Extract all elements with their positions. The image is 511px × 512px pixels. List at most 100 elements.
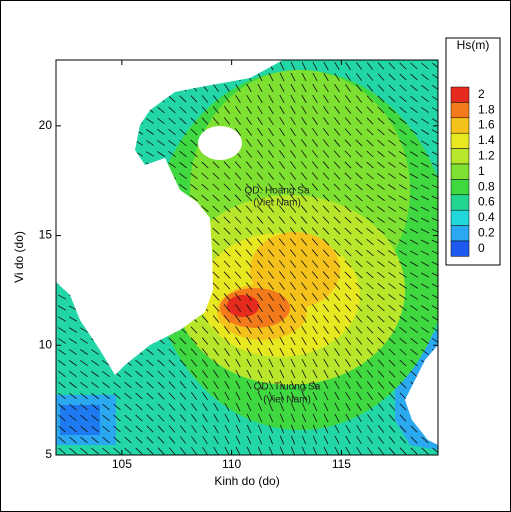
arrow: [135, 381, 143, 389]
arrow: [356, 392, 362, 400]
arrow: [323, 72, 329, 82]
arrow: [323, 424, 329, 434]
arrow: [279, 304, 285, 312]
arrow: [356, 403, 362, 411]
arrow: [224, 337, 230, 345]
arrow: [300, 260, 308, 268]
arrow: [190, 381, 198, 389]
arrow: [146, 425, 154, 433]
arrow: [91, 392, 99, 400]
arrow: [257, 304, 263, 312]
arrow: [268, 325, 274, 335]
arrow: [245, 161, 253, 169]
arrow: [421, 118, 429, 124]
arrow: [201, 172, 209, 180]
arrow: [366, 62, 374, 70]
arrow: [224, 380, 230, 390]
arrow: [234, 183, 242, 191]
arrow: [289, 161, 297, 169]
arrow: [235, 337, 241, 345]
arrow: [168, 436, 176, 444]
arrow: [245, 150, 253, 158]
arrow: [257, 72, 263, 82]
arrow: [212, 315, 220, 323]
arrow: [334, 61, 340, 71]
arrow: [366, 172, 374, 180]
arrow: [420, 129, 430, 135]
arrow: [290, 128, 296, 136]
arrow: [202, 446, 208, 455]
arrow: [432, 73, 438, 80]
arrow: [223, 183, 231, 191]
arrow: [377, 73, 385, 81]
arrow: [344, 238, 352, 246]
arrow: [246, 391, 252, 401]
arrow: [301, 315, 307, 323]
arrow: [377, 414, 385, 422]
arrow: [421, 62, 429, 70]
arrow: [91, 436, 99, 444]
arrow: [300, 172, 308, 180]
arrow: [312, 72, 318, 82]
arrow: [191, 447, 197, 455]
arrow: [344, 194, 352, 202]
arrow: [290, 314, 296, 324]
arrow: [224, 358, 230, 368]
arrow: [366, 73, 374, 81]
arrow: [168, 403, 176, 411]
arrow: [355, 216, 363, 224]
arrow: [268, 83, 274, 93]
arrow: [322, 172, 330, 180]
arrow: [377, 359, 385, 367]
arrow: [235, 446, 241, 455]
arrow: [257, 128, 263, 136]
arrow: [223, 227, 231, 235]
arrow: [367, 403, 373, 411]
arrow: [431, 305, 438, 310]
arrow: [344, 150, 352, 158]
arrow: [168, 162, 176, 168]
arrow: [420, 184, 430, 190]
arrow: [201, 337, 209, 345]
arrow: [257, 358, 263, 368]
arrow: [399, 73, 407, 81]
arrow: [344, 326, 352, 334]
arrow: [246, 304, 252, 312]
arrow: [366, 260, 374, 268]
arrow: [311, 271, 319, 279]
arrow: [356, 370, 362, 378]
arrow: [80, 392, 88, 400]
arrow: [124, 403, 132, 411]
arrow: [279, 380, 285, 390]
arrow: [356, 446, 362, 455]
arrow: [323, 369, 329, 379]
arrow: [246, 413, 252, 423]
arrow: [355, 282, 363, 290]
arrow: [190, 150, 198, 158]
arrow: [312, 446, 318, 455]
arrow: [289, 271, 297, 279]
arrow: [301, 391, 307, 401]
arrow: [431, 184, 438, 189]
arrow: [268, 435, 274, 445]
arrow: [157, 117, 165, 125]
arrow: [190, 348, 198, 356]
arrow: [246, 358, 252, 368]
arrow: [322, 260, 330, 268]
arrow: [279, 413, 285, 423]
arrow: [366, 216, 374, 224]
arrow: [91, 360, 99, 366]
arrow: [69, 360, 77, 366]
arrow: [344, 304, 352, 312]
arrow: [190, 95, 198, 103]
arrow: [431, 206, 438, 211]
arrow: [388, 403, 396, 411]
arrow: [223, 238, 231, 246]
arrow: [388, 425, 396, 433]
arrow: [355, 73, 363, 81]
arrow: [246, 402, 252, 412]
arrow: [377, 84, 385, 92]
arrow: [235, 358, 241, 368]
arrow: [322, 150, 330, 158]
arrow: [301, 128, 307, 136]
